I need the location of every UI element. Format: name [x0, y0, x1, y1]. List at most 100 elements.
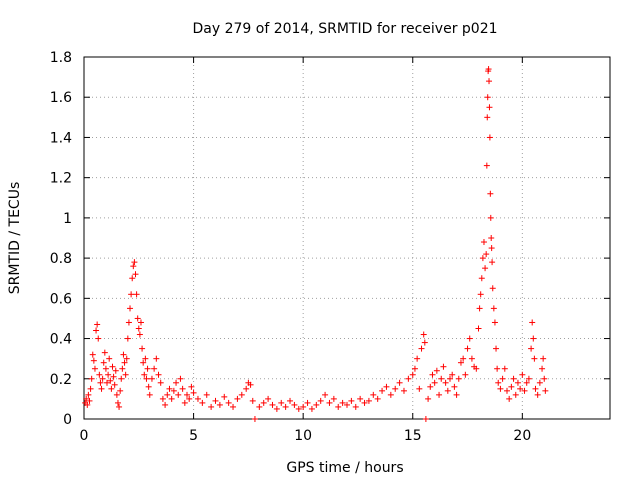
data-point: [485, 66, 492, 73]
data-point: [352, 403, 359, 410]
data-point: [409, 371, 416, 378]
data-point: [104, 379, 111, 386]
x-tick-label: 15: [404, 428, 422, 444]
y-tick-label: 0: [63, 412, 72, 428]
data-point: [243, 385, 250, 392]
data-point: [148, 375, 155, 382]
data-point: [495, 379, 502, 386]
data-point: [118, 375, 125, 382]
data-point: [357, 395, 364, 402]
data-point: [133, 291, 140, 298]
data-point: [339, 399, 346, 406]
data-point: [83, 395, 90, 402]
data-point: [494, 365, 501, 372]
data-point: [120, 351, 127, 358]
data-point: [89, 351, 96, 358]
data-point: [251, 416, 258, 422]
data-point: [88, 375, 95, 382]
data-point: [466, 335, 473, 342]
data-point: [540, 355, 547, 362]
data-point: [477, 291, 484, 298]
data-point: [100, 359, 107, 366]
data-point: [130, 263, 137, 270]
data-point: [111, 381, 118, 388]
data-point: [499, 375, 506, 382]
data-point: [429, 371, 436, 378]
data-point: [484, 114, 491, 121]
data-point: [127, 305, 134, 312]
data-point: [153, 355, 160, 362]
x-tick-label: 20: [513, 428, 531, 444]
data-point: [141, 371, 148, 378]
data-point: [282, 403, 289, 410]
y-tick-label: 0.6: [50, 291, 72, 307]
data-point: [322, 391, 329, 398]
x-tick-label: 5: [189, 428, 198, 444]
data-point: [476, 305, 483, 312]
data-point: [529, 319, 536, 326]
data-point: [132, 271, 139, 278]
data-point: [484, 94, 491, 101]
data-point: [542, 387, 549, 394]
data-point: [422, 416, 429, 422]
data-point: [170, 387, 177, 394]
data-point: [273, 405, 280, 412]
data-point: [155, 371, 162, 378]
data-point: [453, 391, 460, 398]
data-point: [117, 387, 124, 394]
data-point: [101, 349, 108, 356]
data-point: [249, 397, 256, 404]
data-point: [97, 379, 104, 386]
data-point: [528, 345, 535, 352]
data-point: [179, 385, 186, 392]
data-point: [519, 371, 526, 378]
data-point: [175, 391, 182, 398]
data-point: [521, 387, 528, 394]
data-point: [425, 395, 432, 402]
data-point: [208, 403, 215, 410]
data-point: [531, 355, 538, 362]
data-point: [421, 339, 428, 346]
y-tick-label: 0.8: [50, 251, 72, 267]
data-point: [247, 381, 254, 388]
data-point: [287, 397, 294, 404]
data-point: [168, 395, 175, 402]
data-point: [365, 397, 372, 404]
data-point: [370, 391, 377, 398]
data-point: [483, 251, 490, 258]
data-point: [125, 319, 132, 326]
data-point: [361, 399, 368, 406]
data-point: [159, 395, 166, 402]
data-point: [238, 391, 245, 398]
data-point: [539, 365, 546, 372]
data-point: [151, 365, 158, 372]
data-point: [449, 371, 456, 378]
data-point: [478, 275, 485, 282]
data-point: [84, 401, 91, 408]
data-point: [110, 373, 117, 380]
data-point: [317, 397, 324, 404]
data-point: [216, 401, 223, 408]
data-point: [98, 385, 105, 392]
data-point: [157, 379, 164, 386]
data-point: [438, 375, 445, 382]
data-point: [479, 255, 486, 262]
data-point: [114, 399, 121, 406]
data-point: [122, 371, 129, 378]
data-point: [269, 401, 276, 408]
data-point: [534, 391, 541, 398]
x-tick-labels: 0 5 10 15 20: [80, 428, 532, 444]
data-point: [181, 399, 188, 406]
data-point: [90, 357, 97, 364]
data-point: [190, 389, 197, 396]
data-point: [107, 377, 114, 384]
data-point: [383, 383, 390, 390]
data-point: [95, 335, 102, 342]
data-point: [102, 365, 109, 372]
data-point: [464, 345, 471, 352]
data-point: [420, 331, 427, 338]
data-point: [473, 365, 480, 372]
axis-ticks: [83, 56, 610, 420]
data-point: [105, 371, 112, 378]
data-point: [144, 365, 151, 372]
